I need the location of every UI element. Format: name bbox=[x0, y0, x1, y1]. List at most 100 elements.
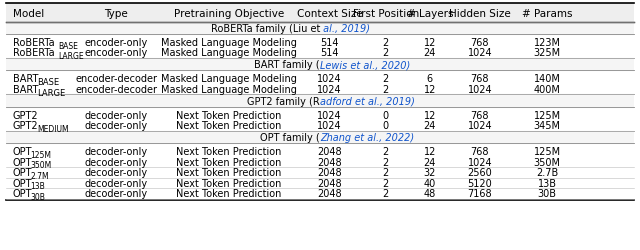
Bar bbox=[6, 59, 634, 71]
Text: adford et al., 2019): adford et al., 2019) bbox=[320, 96, 415, 106]
Text: 1024: 1024 bbox=[317, 84, 342, 94]
Text: 2.7B: 2.7B bbox=[536, 168, 558, 177]
Text: 40: 40 bbox=[424, 178, 436, 188]
Text: OPT: OPT bbox=[13, 146, 32, 156]
Text: 32: 32 bbox=[424, 168, 436, 177]
Bar bbox=[6, 131, 634, 143]
Text: 13B: 13B bbox=[538, 178, 557, 188]
Text: Type: Type bbox=[104, 8, 128, 18]
Text: BASE: BASE bbox=[58, 42, 78, 50]
Text: GPT2 family (R: GPT2 family (R bbox=[247, 96, 320, 106]
Text: BART: BART bbox=[13, 74, 38, 84]
Text: 2: 2 bbox=[383, 38, 389, 48]
Text: Next Token Prediction: Next Token Prediction bbox=[177, 110, 282, 120]
Text: GPT2: GPT2 bbox=[13, 110, 38, 120]
Text: 24: 24 bbox=[424, 157, 436, 167]
Text: Zhang et al., 2022): Zhang et al., 2022) bbox=[320, 132, 414, 142]
Text: 2048: 2048 bbox=[317, 188, 342, 198]
Text: 1024: 1024 bbox=[468, 121, 492, 131]
Text: 325M: 325M bbox=[534, 48, 561, 58]
Text: Next Token Prediction: Next Token Prediction bbox=[177, 178, 282, 188]
Text: 125M: 125M bbox=[30, 150, 51, 159]
Text: 2048: 2048 bbox=[317, 178, 342, 188]
Text: encoder-decoder: encoder-decoder bbox=[75, 84, 157, 94]
Text: LARGE: LARGE bbox=[37, 88, 65, 97]
Text: Masked Language Modeling: Masked Language Modeling bbox=[161, 74, 297, 84]
Text: # Layers: # Layers bbox=[406, 8, 453, 18]
Text: OPT family (: OPT family ( bbox=[260, 132, 320, 142]
Text: 30B: 30B bbox=[30, 192, 45, 201]
Text: 2: 2 bbox=[383, 157, 389, 167]
Text: decoder-only: decoder-only bbox=[84, 157, 148, 167]
Text: 2: 2 bbox=[383, 84, 389, 94]
Text: al., 2019): al., 2019) bbox=[320, 24, 370, 34]
Text: 345M: 345M bbox=[534, 121, 561, 131]
Text: 12: 12 bbox=[424, 146, 436, 156]
Text: 6: 6 bbox=[427, 74, 433, 84]
Text: 7168: 7168 bbox=[468, 188, 492, 198]
Text: 768: 768 bbox=[470, 146, 489, 156]
Text: First Position: First Position bbox=[353, 8, 419, 18]
Text: 768: 768 bbox=[470, 38, 489, 48]
Text: 2: 2 bbox=[383, 146, 389, 156]
Text: 2.7M: 2.7M bbox=[30, 171, 49, 180]
Text: 140M: 140M bbox=[534, 74, 561, 84]
Text: BART family (: BART family ( bbox=[254, 60, 320, 70]
Text: 123M: 123M bbox=[534, 38, 561, 48]
Text: 350M: 350M bbox=[30, 161, 51, 170]
Text: RoBERTa: RoBERTa bbox=[13, 48, 54, 58]
Text: OPT: OPT bbox=[13, 157, 32, 167]
Text: Masked Language Modeling: Masked Language Modeling bbox=[161, 84, 297, 94]
Text: encoder-only: encoder-only bbox=[84, 38, 148, 48]
Text: MEDIUM: MEDIUM bbox=[37, 124, 68, 134]
Text: 768: 768 bbox=[470, 74, 489, 84]
Text: 2: 2 bbox=[383, 178, 389, 188]
Text: 1024: 1024 bbox=[468, 84, 492, 94]
Text: Pretraining Objective: Pretraining Objective bbox=[174, 8, 284, 18]
Text: GPT2: GPT2 bbox=[13, 121, 38, 131]
Text: 125M: 125M bbox=[534, 110, 561, 120]
Text: 1024: 1024 bbox=[317, 74, 342, 84]
Text: 30B: 30B bbox=[538, 188, 557, 198]
Bar bbox=[6, 95, 634, 107]
Text: RoBERTa family (Liu et: RoBERTa family (Liu et bbox=[211, 24, 320, 34]
Text: Next Token Prediction: Next Token Prediction bbox=[177, 146, 282, 156]
Text: decoder-only: decoder-only bbox=[84, 110, 148, 120]
Text: 1024: 1024 bbox=[317, 121, 342, 131]
Text: Masked Language Modeling: Masked Language Modeling bbox=[161, 48, 297, 58]
Text: decoder-only: decoder-only bbox=[84, 188, 148, 198]
Text: OPT: OPT bbox=[13, 188, 32, 198]
Text: 514: 514 bbox=[320, 38, 339, 48]
Text: encoder-decoder: encoder-decoder bbox=[75, 74, 157, 84]
Text: OPT: OPT bbox=[13, 168, 32, 177]
Text: 400M: 400M bbox=[534, 84, 561, 94]
Text: 125M: 125M bbox=[534, 146, 561, 156]
Text: 2: 2 bbox=[383, 74, 389, 84]
Text: 12: 12 bbox=[424, 110, 436, 120]
Text: Next Token Prediction: Next Token Prediction bbox=[177, 157, 282, 167]
Text: 24: 24 bbox=[424, 48, 436, 58]
Text: 1024: 1024 bbox=[468, 157, 492, 167]
Text: 2: 2 bbox=[383, 48, 389, 58]
Text: Next Token Prediction: Next Token Prediction bbox=[177, 121, 282, 131]
Text: Next Token Prediction: Next Token Prediction bbox=[177, 188, 282, 198]
Text: decoder-only: decoder-only bbox=[84, 168, 148, 177]
Text: encoder-only: encoder-only bbox=[84, 48, 148, 58]
Text: BASE: BASE bbox=[37, 78, 60, 86]
Text: 48: 48 bbox=[424, 188, 436, 198]
Text: 12: 12 bbox=[424, 38, 436, 48]
Text: OPT: OPT bbox=[13, 178, 32, 188]
Text: 1024: 1024 bbox=[468, 48, 492, 58]
Text: Hidden Size: Hidden Size bbox=[449, 8, 511, 18]
Text: 12: 12 bbox=[424, 84, 436, 94]
Text: 2560: 2560 bbox=[468, 168, 492, 177]
Text: Context Size: Context Size bbox=[296, 8, 362, 18]
Text: decoder-only: decoder-only bbox=[84, 178, 148, 188]
Text: LARGE: LARGE bbox=[58, 52, 84, 61]
Text: 13B: 13B bbox=[30, 182, 45, 191]
Text: 514: 514 bbox=[320, 48, 339, 58]
Text: 2048: 2048 bbox=[317, 146, 342, 156]
Text: Model: Model bbox=[13, 8, 44, 18]
Text: 24: 24 bbox=[424, 121, 436, 131]
Text: decoder-only: decoder-only bbox=[84, 121, 148, 131]
